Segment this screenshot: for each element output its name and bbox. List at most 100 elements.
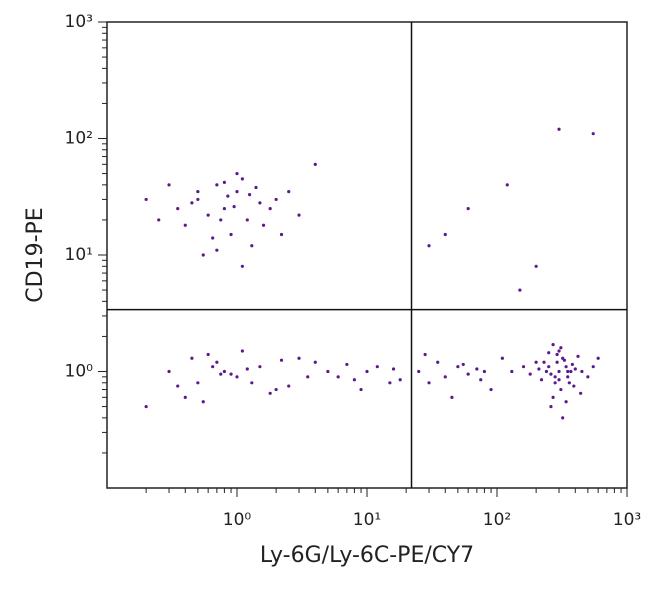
point: [551, 343, 555, 347]
point: [219, 218, 223, 222]
point: [222, 180, 227, 184]
point: [555, 352, 559, 357]
point: [505, 183, 509, 187]
point: [144, 197, 148, 202]
point: [562, 358, 567, 362]
point: [580, 369, 584, 374]
point: [528, 372, 532, 376]
point: [206, 352, 210, 357]
point: [482, 369, 487, 374]
point: [190, 201, 194, 205]
point: [557, 369, 561, 374]
y-tick-label: 10⁰: [65, 362, 94, 382]
point: [215, 183, 219, 187]
point: [279, 232, 284, 237]
point: [534, 360, 538, 364]
point: [274, 197, 278, 202]
point: [352, 378, 357, 382]
point: [245, 218, 249, 222]
point: [240, 177, 244, 181]
point: [553, 381, 557, 385]
point: [566, 369, 570, 374]
point: [211, 365, 215, 369]
point: [336, 375, 340, 379]
point: [547, 351, 551, 355]
point: [297, 213, 301, 217]
point: [144, 404, 148, 409]
point: [427, 244, 431, 248]
point: [245, 367, 249, 371]
point: [564, 400, 568, 404]
point: [566, 375, 570, 379]
point: [596, 356, 600, 360]
point: [345, 362, 349, 367]
point: [561, 416, 565, 420]
point: [167, 183, 171, 187]
point: [450, 395, 454, 399]
point: [551, 395, 555, 399]
point: [591, 365, 595, 369]
point: [226, 194, 230, 198]
y-tick-label: 10¹: [65, 245, 93, 265]
point: [534, 264, 538, 268]
point: [157, 218, 161, 222]
point: [559, 387, 563, 392]
point: [557, 349, 561, 353]
point: [510, 369, 514, 374]
point: [518, 288, 522, 292]
x-tick-label: 10³: [613, 510, 641, 530]
point: [436, 360, 440, 364]
point: [557, 378, 561, 382]
point: [489, 387, 493, 392]
point: [466, 372, 470, 376]
point: [500, 356, 504, 360]
point: [586, 375, 590, 379]
point: [268, 391, 272, 395]
point: [229, 372, 233, 376]
point: [258, 365, 262, 369]
point: [423, 352, 427, 357]
point: [287, 384, 291, 388]
point: [306, 375, 310, 379]
point: [555, 360, 559, 364]
point: [235, 375, 239, 379]
point: [240, 349, 244, 353]
point: [479, 378, 483, 382]
point: [443, 232, 447, 237]
y-axis-label: CD19-PE: [23, 207, 48, 302]
x-tick-label: 10¹: [353, 510, 381, 530]
point: [326, 369, 330, 374]
point: [564, 365, 568, 369]
point: [539, 378, 544, 382]
point: [375, 365, 379, 369]
point: [591, 132, 595, 136]
point: [287, 190, 291, 194]
point: [222, 207, 227, 211]
point: [553, 375, 557, 379]
point: [559, 346, 563, 350]
point: [542, 360, 546, 364]
point: [183, 223, 187, 227]
point: [211, 236, 215, 240]
point: [167, 369, 171, 374]
point: [215, 248, 219, 252]
x-tick-label: 10²: [483, 510, 511, 530]
point: [557, 127, 561, 131]
point: [573, 367, 577, 371]
point: [313, 360, 317, 364]
point: [206, 213, 210, 217]
point: [461, 362, 465, 367]
point: [547, 365, 551, 369]
point: [222, 369, 227, 374]
point: [183, 395, 187, 399]
point: [544, 369, 549, 374]
point: [456, 365, 460, 369]
point: [388, 381, 392, 385]
point: [313, 162, 317, 166]
point: [235, 171, 239, 176]
point: [176, 384, 180, 388]
point: [365, 369, 369, 374]
point: [359, 387, 363, 392]
